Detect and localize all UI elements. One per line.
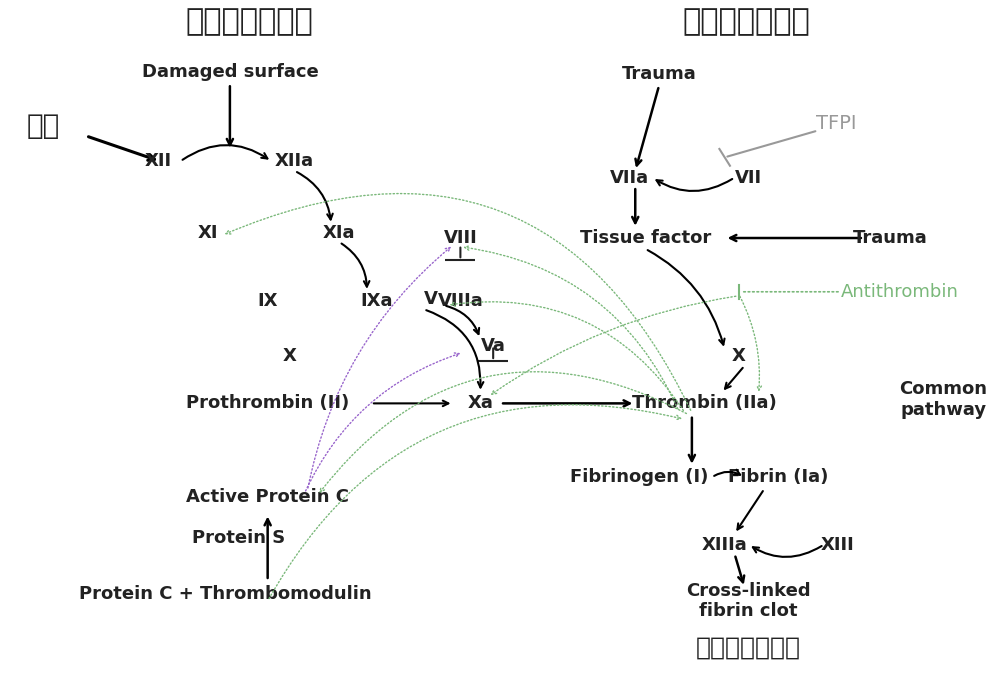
Text: Damaged surface: Damaged surface [142, 63, 318, 81]
Text: 外源性凝血通道: 外源性凝血通道 [683, 7, 810, 36]
Text: Trauma: Trauma [622, 65, 696, 83]
Text: IX: IX [257, 292, 278, 310]
Text: IXa: IXa [361, 292, 393, 310]
Text: X: X [732, 348, 746, 365]
Text: 沸石: 沸石 [26, 112, 59, 140]
Text: Common
pathway: Common pathway [899, 380, 987, 418]
Text: Tissue factor: Tissue factor [580, 229, 711, 247]
Text: Thrombin (IIa): Thrombin (IIa) [632, 394, 777, 412]
Text: VII: VII [735, 169, 762, 186]
Text: VIIa: VIIa [610, 169, 649, 186]
Text: XIa: XIa [323, 224, 355, 242]
Text: Protein C + Thrombomodulin: Protein C + Thrombomodulin [79, 585, 371, 603]
Text: 交联的纤维蛋白: 交联的纤维蛋白 [696, 636, 801, 660]
Text: Protein S: Protein S [192, 529, 285, 547]
Text: XIII: XIII [821, 535, 855, 553]
Text: Prothrombin (II): Prothrombin (II) [186, 394, 349, 412]
Text: 内源性凝血通道: 内源性凝血通道 [186, 7, 314, 36]
Text: Antithrombin: Antithrombin [841, 283, 959, 301]
Text: Fibrinogen (I): Fibrinogen (I) [570, 468, 708, 486]
Text: XI: XI [198, 224, 218, 242]
Text: TFPI: TFPI [816, 114, 856, 133]
Text: Xa: Xa [467, 394, 493, 412]
Text: Va: Va [481, 337, 506, 354]
Text: X: X [283, 348, 296, 365]
Text: VIII: VIII [444, 229, 477, 247]
Text: XII: XII [145, 153, 172, 170]
Text: XIIa: XIIa [275, 153, 314, 170]
Text: XIIIa: XIIIa [702, 535, 748, 553]
Text: Trauma: Trauma [853, 229, 928, 247]
Text: VIIIa: VIIIa [438, 292, 483, 310]
Text: Fibrin (Ia): Fibrin (Ia) [728, 468, 829, 486]
Text: Cross-linked
fibrin clot: Cross-linked fibrin clot [686, 582, 811, 620]
Text: V: V [424, 290, 438, 308]
Text: Active Protein C: Active Protein C [186, 489, 349, 506]
